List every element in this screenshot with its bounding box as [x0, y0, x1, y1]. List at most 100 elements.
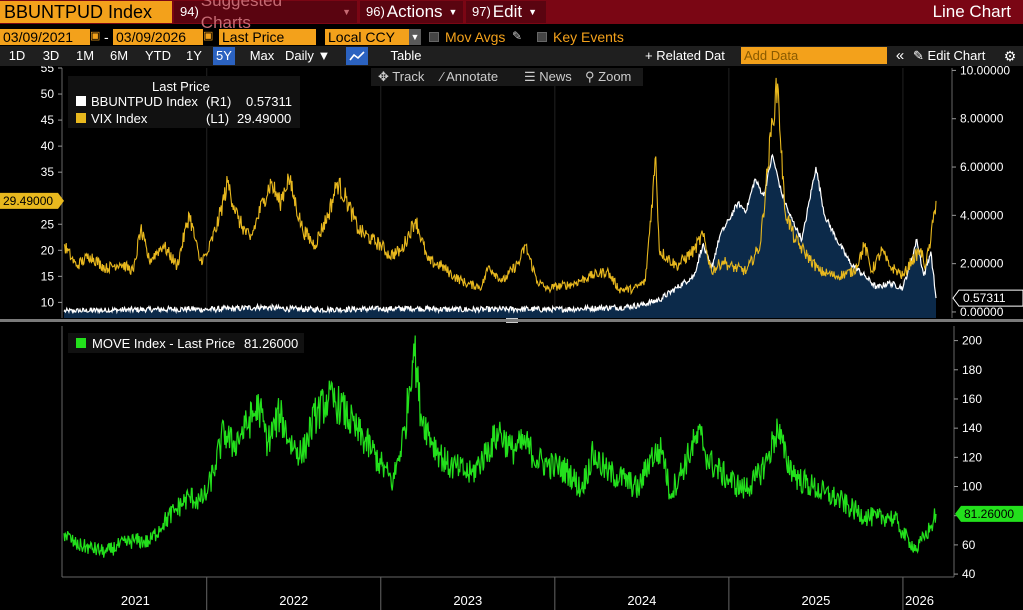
zoom-label: Zoom — [598, 69, 632, 84]
track-tool[interactable]: ✥ Track — [378, 68, 424, 86]
resize-handle-icon[interactable] — [506, 318, 518, 323]
left-tick-label: 15 — [41, 269, 55, 283]
move-swatch — [76, 338, 86, 348]
menu-number: 96) — [366, 4, 385, 19]
vix-last-label: 29.49000 — [3, 194, 53, 208]
start-date-input[interactable]: 03/09/2021 — [0, 29, 90, 45]
legend-title: Last Price — [152, 79, 210, 94]
bbuntpud-legend-value: 0.57311 — [246, 94, 293, 109]
track-label: Track — [392, 69, 425, 84]
x-tick-label: 2023 — [453, 593, 482, 608]
left-tick-label: 50 — [41, 87, 55, 101]
vix-last-badge — [0, 192, 58, 209]
line-chart-icon[interactable] — [346, 47, 368, 65]
dropdown-arrow-icon: ▼ — [317, 48, 331, 63]
annotate-label: Annotate — [446, 69, 499, 84]
currency-select[interactable]: Local CCY — [325, 29, 409, 45]
news-icon: ☰ — [524, 69, 536, 84]
chart-type-label: Line Chart — [932, 2, 1011, 21]
top-chart-legend — [68, 76, 300, 128]
right-tick-label: 40 — [962, 567, 976, 581]
collapse-icon[interactable]: « — [895, 47, 905, 64]
key-events-checkbox[interactable] — [537, 32, 547, 42]
period-button-ytd[interactable]: YTD — [145, 48, 171, 63]
right-tick-label: 160 — [962, 392, 982, 406]
calendar-icon[interactable]: ▣ — [203, 30, 214, 42]
right-tick-label: 8.00000 — [960, 112, 1004, 126]
mov-avgs-checkbox[interactable] — [429, 32, 439, 42]
right-tick-label: 100 — [962, 480, 982, 494]
key-events-label: Key Events — [553, 29, 624, 45]
mov-avgs-label: Mov Avgs — [445, 29, 506, 45]
suggested-charts-menu[interactable]: 94) Suggested Charts ▼ — [174, 0, 357, 32]
left-tick-label: 40 — [41, 139, 55, 153]
pane-separator[interactable] — [0, 319, 1023, 322]
period-button-1d[interactable]: 1D — [8, 48, 26, 63]
bottom-chart-legend — [68, 333, 304, 353]
menu-label: Suggested Charts — [200, 0, 283, 32]
pencil-icon: ✎ — [913, 48, 924, 63]
right-tick-label: 60 — [962, 538, 976, 552]
field-select[interactable]: Last Price — [219, 29, 316, 45]
edit-chart-label: Edit Chart — [927, 48, 986, 63]
related-data-button[interactable]: + Related Dat — [645, 48, 725, 63]
actions-menu[interactable]: 96) Actions ▼ — [360, 1, 463, 23]
period-button-3d[interactable]: 3D — [42, 48, 60, 63]
edit-menu[interactable]: 97) Edit ▼ — [466, 1, 546, 23]
currency-dropdown-arrow-icon[interactable]: ▼ — [409, 29, 421, 45]
right-tick-label: 120 — [962, 450, 982, 464]
right-tick-label: 140 — [962, 421, 982, 435]
menu-number: 97) — [472, 4, 491, 19]
x-tick-label: 2024 — [627, 593, 656, 608]
left-tick-label: 35 — [41, 165, 55, 179]
top-chart: 101520253035404550550.000002.000004.0000… — [0, 66, 1023, 319]
annotate-tool[interactable]: ∕ Annotate — [441, 68, 498, 86]
vix-legend-axis: (L1) — [206, 111, 230, 126]
add-data-input[interactable]: Add Data — [741, 47, 887, 64]
pencil-icon[interactable]: ✎ — [512, 29, 523, 43]
left-tick-label: 55 — [41, 66, 55, 75]
end-date-input[interactable]: 03/09/2026 — [113, 29, 203, 45]
period-button-1m[interactable]: 1M — [75, 48, 95, 63]
bbuntpud-legend-name: BBUNTPUD Index — [91, 94, 198, 109]
edit-chart-button[interactable]: ✎ Edit Chart — [913, 47, 995, 65]
menu-number: 94) — [180, 4, 199, 19]
search-icon: ⚲ — [585, 69, 595, 84]
period-button-6m[interactable]: 6M — [109, 48, 129, 63]
period-button-1y[interactable]: 1Y — [186, 48, 202, 63]
calendar-icon[interactable]: ▣ — [90, 30, 101, 42]
x-tick-label: 2025 — [801, 593, 830, 608]
bbuntpud-last-badge — [952, 289, 1023, 307]
news-tool[interactable]: ☰ News — [524, 68, 572, 86]
annotate-icon: ∕ — [441, 69, 444, 84]
bbuntpud-legend-axis: (R1) — [206, 94, 232, 109]
right-tick-label: 200 — [962, 334, 982, 348]
left-tick-label: 45 — [41, 113, 55, 127]
dropdown-arrow-icon: ▼ — [528, 7, 538, 17]
frequency-select[interactable]: Daily ▼ — [285, 47, 341, 65]
vix-legend-value: 29.49000 — [237, 111, 292, 126]
table-button[interactable]: Table — [390, 48, 422, 63]
bbuntpud-last-label: 0.57311 — [963, 291, 1006, 305]
zoom-tool[interactable]: ⚲ Zoom — [585, 68, 631, 86]
right-tick-label: 6.00000 — [960, 160, 1004, 174]
vix-legend-name: VIX Index — [91, 111, 148, 126]
vix-line — [63, 77, 937, 296]
dropdown-arrow-icon: ▼ — [448, 7, 458, 17]
frequency-label: Daily — [285, 48, 314, 63]
move-last-badge — [955, 505, 1023, 522]
ticker-input[interactable]: BBUNTPUD Index — [0, 1, 172, 23]
bbuntpud-line — [63, 153, 937, 315]
x-tick-label: 2026 — [905, 593, 934, 608]
left-tick-label: 20 — [41, 243, 55, 257]
period-button-5y[interactable]: 5Y — [213, 47, 235, 65]
dropdown-arrow-icon: ▼ — [342, 7, 351, 17]
menu-label: Actions — [386, 2, 443, 21]
right-tick-label: 10.00000 — [960, 66, 1010, 77]
menu-label: Edit — [492, 2, 523, 21]
vix-last-badge-arrow — [58, 192, 64, 209]
period-button-max[interactable]: Max — [249, 48, 275, 63]
left-tick-label: 25 — [41, 217, 55, 231]
date-separator: - — [104, 29, 109, 45]
gear-icon[interactable]: ⚙ — [1003, 48, 1017, 64]
